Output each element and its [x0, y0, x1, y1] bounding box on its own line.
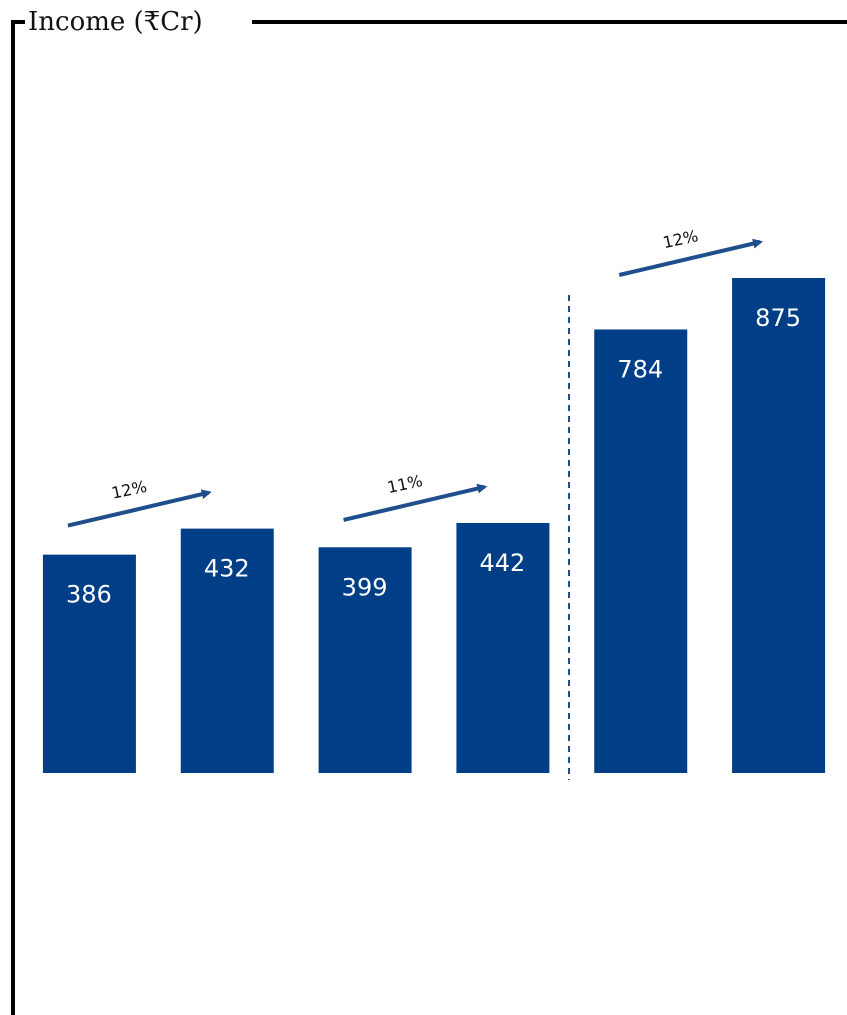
- bar: [732, 278, 826, 773]
- value-label: 875: [755, 304, 801, 332]
- growth-arrow: [618, 238, 764, 277]
- bar: [180, 528, 274, 773]
- bar: [318, 547, 412, 773]
- bar: [594, 329, 688, 773]
- growth-arrow: [343, 483, 488, 522]
- frame: [11, 20, 847, 1015]
- value-label: 442: [480, 549, 526, 577]
- bar: [42, 554, 136, 773]
- growth-label: 11%: [385, 471, 424, 497]
- chart-title: Income (₹Cr): [28, 7, 203, 37]
- bar: [456, 522, 550, 773]
- growth-label: 12%: [110, 477, 149, 503]
- value-label: 432: [204, 555, 250, 583]
- value-label: 399: [342, 573, 388, 601]
- value-label: 784: [617, 355, 663, 383]
- growth-label: 12%: [661, 226, 700, 252]
- value-label: 386: [66, 581, 112, 609]
- growth-arrow: [67, 489, 212, 528]
